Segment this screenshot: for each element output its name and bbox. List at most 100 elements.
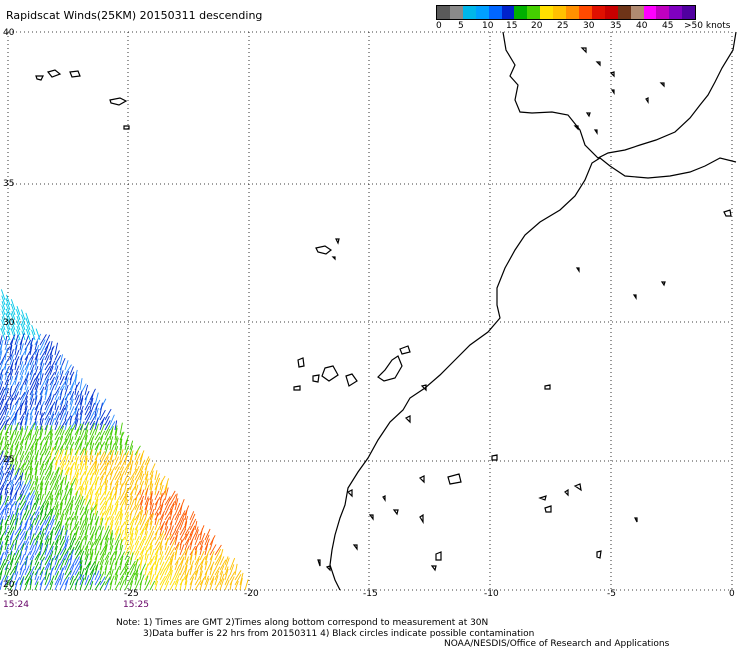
wind-vector [0, 450, 4, 461]
wind-vector [49, 491, 53, 501]
wind-vector [194, 550, 198, 561]
wind-vector [199, 570, 203, 581]
wind-vector [59, 388, 63, 401]
wind-vector [24, 470, 28, 481]
wind-vector [84, 405, 90, 416]
wind-vector [24, 349, 32, 361]
wind-vector [24, 412, 29, 426]
wind-vector [109, 421, 116, 431]
wind-vector [0, 386, 5, 396]
wind-vector [14, 571, 19, 581]
wind-vector [59, 412, 66, 426]
wind-vector [49, 484, 57, 496]
wind-vector [154, 490, 160, 501]
wind-vector [19, 355, 23, 366]
wind-vector [14, 534, 20, 546]
wind-vector [134, 579, 140, 591]
wind-vector [4, 394, 12, 406]
canary-islands [293, 345, 411, 391]
wind-vector [69, 379, 76, 391]
wind-vector [174, 519, 181, 531]
africa-coast [329, 157, 737, 591]
wind-vector [214, 566, 221, 576]
wind-vector [134, 504, 140, 516]
wind-vector [49, 413, 55, 426]
wind-vector [119, 489, 126, 501]
wind-vector [19, 494, 26, 506]
wind-vector [204, 564, 211, 576]
wind-vector [0, 430, 3, 441]
wind-vector [34, 553, 41, 566]
wind-vector [29, 369, 34, 381]
wind-vector [0, 415, 5, 426]
wind-vector [1, 310, 6, 321]
wind-vector [114, 553, 121, 566]
wind-vector [64, 502, 71, 516]
wind-vector [24, 465, 30, 476]
wind-vector [14, 464, 21, 476]
legend-tick-label: 0 [436, 21, 442, 31]
wind-vector [34, 373, 40, 386]
wind-vector [34, 540, 39, 551]
wind-vector [0, 516, 4, 526]
wind-vector [109, 569, 114, 581]
wind-vector [0, 455, 7, 466]
wind-vector [154, 558, 160, 571]
wind-vector [69, 511, 75, 521]
wind-vector [54, 523, 61, 536]
wind-vector [54, 574, 61, 586]
wind-vector [54, 492, 60, 506]
wind-vector [169, 551, 175, 561]
wind-vector [44, 369, 52, 381]
wind-vector [164, 528, 171, 541]
wind-vector [4, 520, 8, 531]
wind-vector [10, 312, 16, 326]
wind-vector [49, 376, 56, 386]
wind-vector [14, 562, 19, 576]
wind-vector [39, 475, 45, 486]
wind-vector [204, 528, 211, 541]
wind-vector [69, 469, 73, 481]
wind-vector [134, 550, 140, 561]
wind-vector [114, 495, 121, 506]
wind-vector [49, 429, 53, 441]
wind-vector [4, 564, 9, 576]
wind-vector [234, 581, 239, 591]
wind-vector [9, 414, 17, 426]
wind-vector [34, 519, 40, 531]
wind-vector [4, 400, 8, 411]
wind-vector [29, 460, 33, 471]
wind-vector [104, 555, 110, 566]
wind-vector [49, 433, 53, 446]
wind-vector [19, 513, 26, 526]
wind-vector [89, 410, 96, 421]
wind-vector [89, 548, 94, 561]
wind-vector [74, 438, 80, 451]
wind-vector [44, 530, 50, 541]
wind-vector [0, 369, 3, 381]
wind-vector [44, 440, 48, 451]
wind-vector [194, 540, 201, 551]
wind-vector [9, 385, 13, 396]
wind-vector [39, 386, 45, 396]
graticule [7, 31, 733, 591]
wind-vector [49, 371, 56, 381]
wind-vector [94, 407, 99, 421]
wind-vector [239, 577, 243, 591]
wind-vector [49, 379, 55, 391]
wind-vector [154, 504, 162, 516]
wind-vector [44, 484, 48, 496]
wind-vector [124, 464, 130, 476]
wind-vector [59, 435, 64, 446]
legend-swatch [591, 6, 605, 19]
wind-vector [14, 344, 18, 356]
wind-vector [119, 461, 126, 471]
wind-vector [54, 390, 60, 401]
wind-vector [159, 533, 166, 546]
wind-vector [179, 513, 186, 526]
wind-vector [84, 561, 91, 571]
wind-vector [104, 415, 110, 426]
wind-vector [224, 579, 230, 591]
wind-vector [194, 564, 201, 576]
wind-vector [134, 469, 142, 481]
